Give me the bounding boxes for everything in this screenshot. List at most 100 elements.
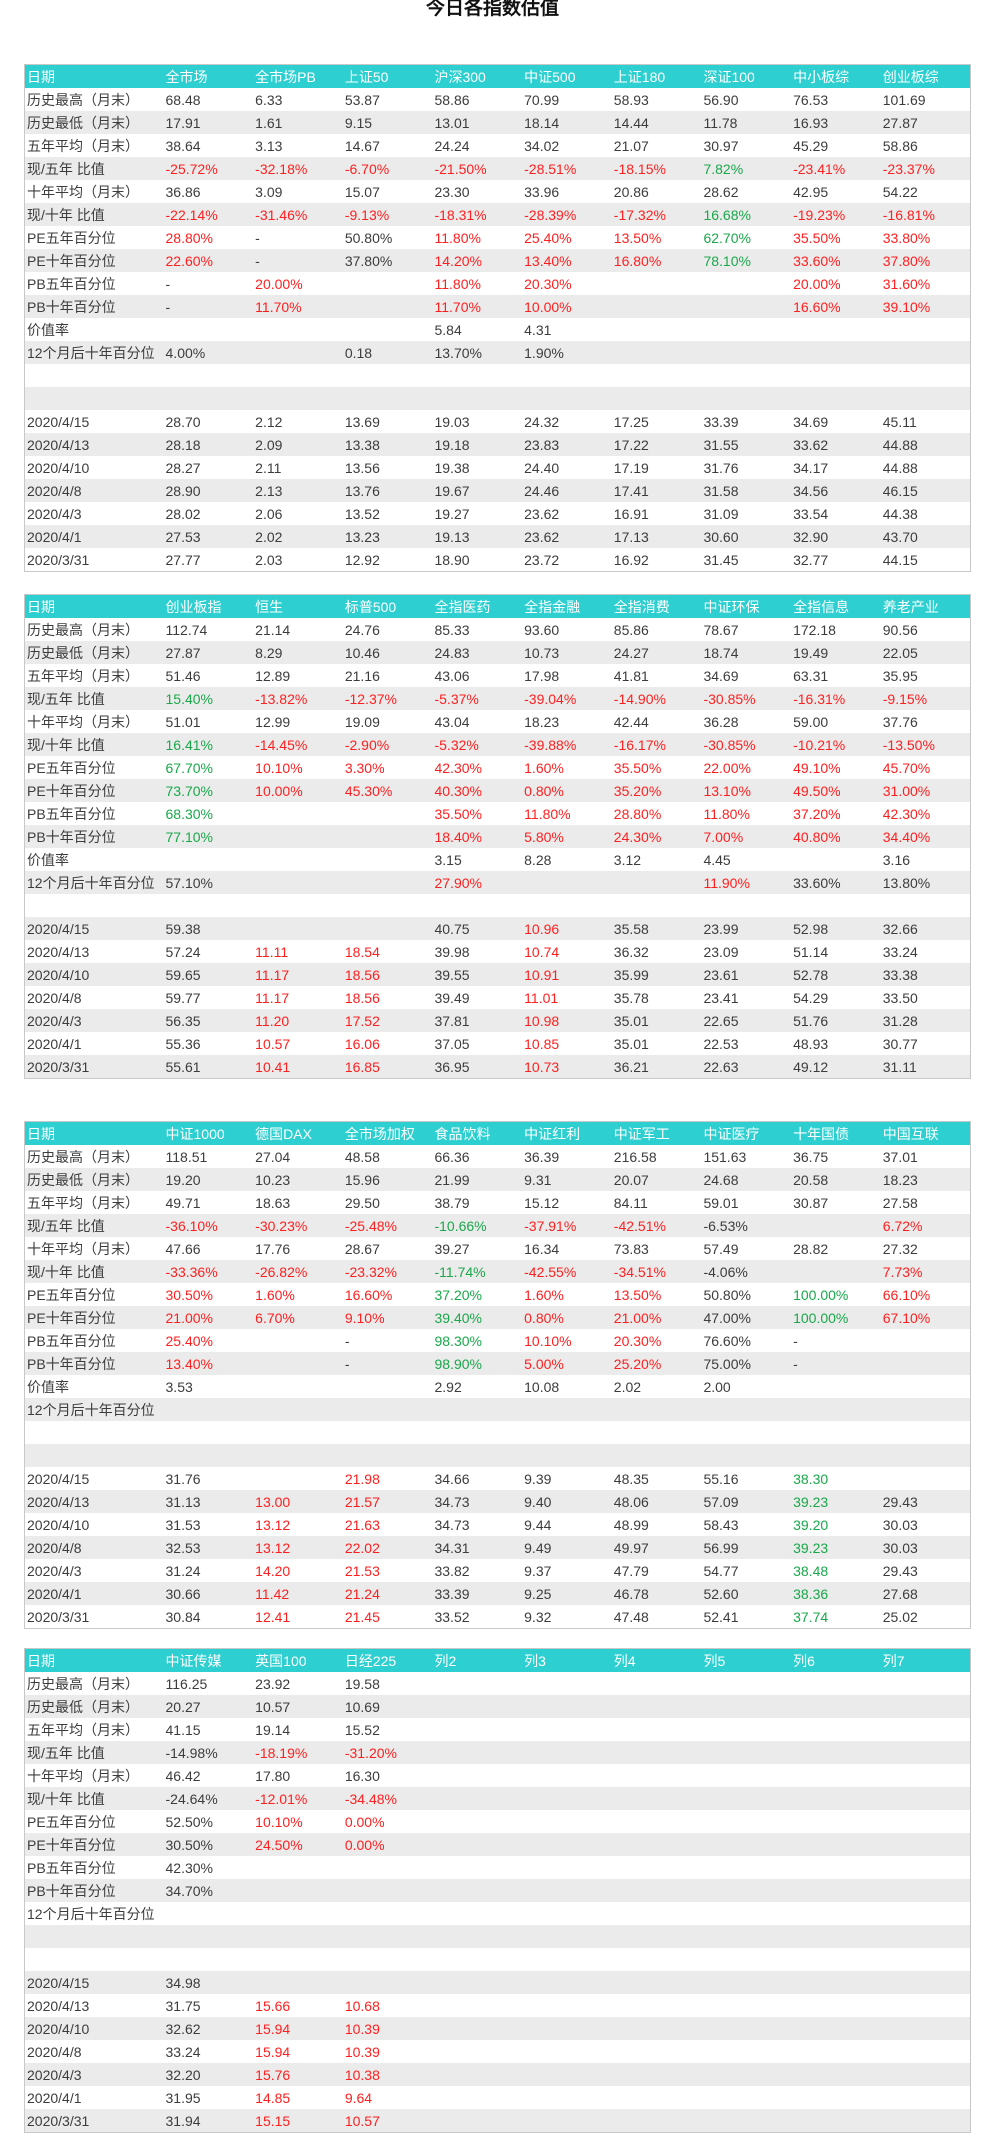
table-cell: -12.01% bbox=[253, 1787, 343, 1810]
table-row: PB五年百分位 68.30% 35.50% 11.80% 28.80% 11.80% 37.… bbox=[25, 802, 971, 825]
table-row: 2020/4/13 57.24 11.11 18.54 39.98 10.74 36.32 2… bbox=[25, 940, 971, 963]
table-cell: 36.75 bbox=[793, 1148, 829, 1165]
table-cell bbox=[880, 1971, 971, 1994]
table-cell: 2.09 bbox=[253, 433, 343, 456]
table-cell: 33.60% bbox=[791, 249, 881, 272]
table-cell: 37.05 bbox=[434, 1035, 470, 1052]
table-cell: 3.12 bbox=[613, 851, 642, 868]
table-cell: 23.99 bbox=[701, 917, 792, 940]
table-cell: 16.06 bbox=[344, 1035, 380, 1052]
table-cell bbox=[522, 1810, 612, 1833]
table-cell: 8.28 bbox=[524, 851, 552, 868]
table-cell: 30.87 bbox=[793, 1194, 829, 1211]
table-cell: 1.90% bbox=[522, 341, 612, 364]
table-cell: 13.40% bbox=[163, 1352, 254, 1375]
table-cell: 49.71 bbox=[165, 1194, 201, 1211]
table-cell bbox=[611, 295, 702, 318]
table-cell: 20.00% bbox=[793, 275, 841, 292]
table-cell: -14.98% bbox=[163, 1741, 254, 1764]
table-cell: -39.88% bbox=[522, 733, 612, 756]
row-label: 2020/4/1 bbox=[24, 1582, 164, 1605]
table-row: 2020/4/1 30.66 11.42 21.24 33.39 9.25 46.78 52.… bbox=[24, 1582, 971, 1605]
row-label: 现/十年 比值 bbox=[24, 1787, 164, 1810]
table-cell bbox=[253, 802, 343, 825]
table-cell: 30.77 bbox=[882, 1035, 918, 1052]
table-cell bbox=[522, 1994, 612, 2017]
table-cell: -10.66% bbox=[432, 1214, 523, 1237]
table-cell: 33.39 bbox=[703, 413, 739, 430]
row-label: 五年平均（月末） bbox=[27, 137, 139, 154]
table-cell: 33.38 bbox=[880, 963, 971, 986]
table-cell bbox=[432, 1925, 523, 1948]
table-cell: 32.20 bbox=[163, 2063, 254, 2086]
table-cell: 19.49 bbox=[791, 641, 881, 664]
table-cell: 25.40% bbox=[524, 229, 572, 246]
table-cell bbox=[164, 894, 254, 917]
table-cell: 75.00% bbox=[701, 1352, 792, 1375]
table-cell bbox=[880, 1879, 971, 1902]
table-cell: 22.53 bbox=[703, 1035, 739, 1052]
table-cell: 3.15 bbox=[434, 851, 462, 868]
table-cell: 10.00% bbox=[522, 295, 612, 318]
table-cell: 29.50 bbox=[344, 1194, 380, 1211]
row-label: 历史最高（月末） bbox=[27, 1148, 139, 1165]
row-label bbox=[25, 1421, 164, 1444]
table-cell: 56.35 bbox=[163, 1009, 254, 1032]
table-cell bbox=[342, 825, 433, 848]
table-cell: 35.95 bbox=[882, 667, 918, 684]
table-cell: - bbox=[163, 295, 254, 318]
table-cell: 58.86 bbox=[882, 137, 918, 154]
table-cell: 13.38 bbox=[342, 433, 433, 456]
table-cell: 10.73 bbox=[522, 1055, 612, 1079]
table-row: 历史最高（月末） 68.48 6.33 53.87 58.86 70.99 58.93 56.… bbox=[25, 88, 971, 111]
table-cell: 54.77 bbox=[703, 1562, 739, 1579]
table-cell bbox=[343, 1856, 433, 1879]
table-cell bbox=[343, 848, 433, 871]
table-row: PE十年百分位 73.70% 10.00% 45.30% 40.30% 0.80% 35.2… bbox=[24, 779, 971, 802]
table-row: PB十年百分位 77.10% 18.40% 5.80% 24.30% 7.00% 40.80… bbox=[24, 825, 971, 848]
table-cell: 10.69 bbox=[342, 1695, 433, 1718]
table-cell bbox=[432, 1902, 522, 1925]
table-cell: 35.50% bbox=[793, 229, 841, 246]
table-cell: 9.37 bbox=[524, 1562, 552, 1579]
table-cell bbox=[432, 2040, 522, 2063]
index-column-header: 上证50 bbox=[342, 64, 433, 88]
table-cell: 30.84 bbox=[165, 1608, 201, 1625]
table-cell: 22.00% bbox=[703, 759, 751, 776]
table-cell bbox=[432, 1444, 523, 1467]
table-cell: 9.39 bbox=[524, 1470, 552, 1487]
table-row: 2020/4/8 32.53 13.12 22.02 34.31 9.49 49.97 56.… bbox=[24, 1536, 971, 1559]
table-cell bbox=[253, 1925, 343, 1948]
table-cell: 10.46 bbox=[342, 641, 433, 664]
table-cell bbox=[791, 364, 881, 387]
table-cell: 16.34 bbox=[524, 1240, 560, 1257]
table-cell: 27.58 bbox=[882, 1194, 918, 1211]
row-label: 2020/4/3 bbox=[27, 1562, 82, 1579]
row-label: 2020/4/15 bbox=[24, 1971, 164, 1994]
table-cell: 57.09 bbox=[701, 1490, 792, 1513]
table-cell bbox=[163, 1925, 254, 1948]
table-cell bbox=[881, 1672, 971, 1695]
table-cell: 9.15 bbox=[342, 111, 433, 134]
table-cell: 42.30% bbox=[165, 1859, 213, 1876]
table-cell: -18.31% bbox=[432, 203, 523, 226]
table-cell: 15.12 bbox=[524, 1194, 560, 1211]
table-cell: 35.50% bbox=[613, 759, 662, 776]
table-cell bbox=[880, 1925, 971, 1948]
table-cell bbox=[342, 1925, 433, 1948]
table-row: PB十年百分位 13.40% -98.90% 5.00% 25.20% 75.00% - bbox=[24, 1352, 971, 1375]
table-row: 2020/3/31 27.77 2.03 12.92 18.90 23.72 16.92 31… bbox=[25, 548, 971, 572]
table-cell bbox=[881, 1948, 971, 1971]
table-cell: 112.74 bbox=[165, 621, 208, 638]
table-cell: 13.50% bbox=[613, 1286, 662, 1303]
table-cell: 27.68 bbox=[880, 1582, 971, 1605]
table-cell: 10.85 bbox=[524, 1035, 560, 1052]
table-cell: 35.50% bbox=[434, 805, 482, 822]
table-cell bbox=[164, 848, 254, 871]
row-label: 2020/4/10 bbox=[24, 2017, 164, 2040]
table-row: 2020/4/15 31.76 21.98 34.66 9.39 48.35 55.16 38… bbox=[25, 1467, 971, 1490]
table-cell: 19.09 bbox=[344, 713, 380, 730]
table-row bbox=[24, 1444, 971, 1467]
row-label: 2020/4/10 bbox=[27, 459, 90, 476]
table-cell: 19.58 bbox=[344, 1675, 380, 1692]
